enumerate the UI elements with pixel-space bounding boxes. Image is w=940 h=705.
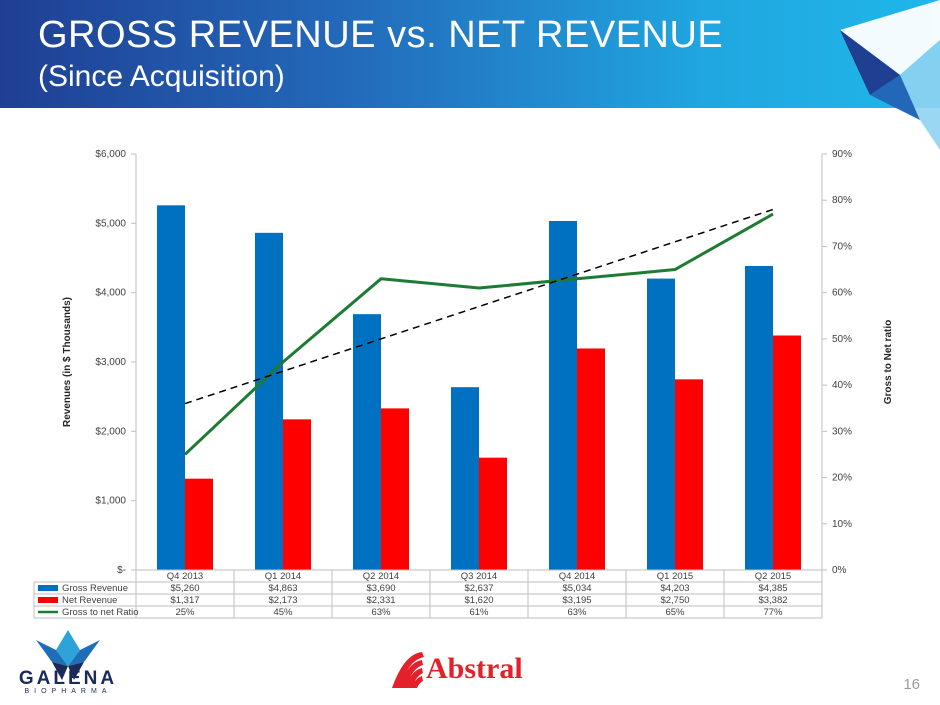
data-label: $1,620: [464, 595, 493, 606]
galena-logo-tagline: BIOPHARMA: [24, 688, 112, 695]
net-revenue-bar: [675, 379, 703, 570]
right-tick-label: 10%: [832, 519, 852, 530]
galena-logo-icon: [36, 630, 100, 680]
ratio-trendline: [184, 208, 774, 405]
category-label: Q4 2014: [559, 571, 595, 582]
right-tick-label: 80%: [832, 195, 852, 206]
data-label: $5,034: [562, 583, 591, 594]
net-revenue-bar: [479, 457, 507, 570]
data-label: 65%: [665, 607, 685, 618]
slide-title: GROSS REVENUE vs. NET REVENUE: [38, 14, 724, 56]
right-tick-label: 30%: [832, 426, 852, 437]
net-revenue-bar: [773, 335, 801, 570]
gross-revenue-bar: [745, 265, 773, 570]
legend-key-swatch: [38, 597, 58, 603]
data-label: $5,260: [170, 583, 199, 594]
galena-logo-text: GALENA: [18, 668, 118, 689]
left-tick-label: $5,000: [95, 218, 126, 229]
data-label: $2,750: [660, 595, 689, 606]
data-label: $2,173: [268, 595, 297, 606]
slide-subtitle: (Since Acquisition): [38, 60, 285, 93]
data-label: 45%: [273, 607, 293, 618]
right-tick-label: 40%: [832, 380, 852, 391]
category-label: Q3 2014: [461, 571, 497, 582]
category-label: Q2 2014: [363, 571, 399, 582]
data-label: 25%: [175, 607, 195, 618]
left-tick-label: $3,000: [95, 357, 126, 368]
gross-revenue-bar: [451, 387, 479, 570]
title-banner: [0, 0, 940, 108]
chart-lines: [183, 208, 774, 456]
category-label: Q1 2015: [657, 571, 693, 582]
data-label: 63%: [567, 607, 587, 618]
data-label: $3,382: [758, 595, 787, 606]
gross-revenue-bar: [157, 205, 185, 570]
right-tick-label: 0%: [832, 565, 847, 576]
gross-revenue-bar: [647, 278, 675, 570]
revenue-chart: $- $1,000 $2,000 $3,000 $4,000 $5,000 $6,000 0%…: [33, 149, 894, 619]
net-revenue-bar: [577, 348, 605, 570]
net-revenue-bar: [185, 478, 213, 570]
abstral-logo-text: Abstral: [426, 652, 523, 685]
right-tick-label: 20%: [832, 473, 852, 484]
category-label: Q4 2013: [167, 571, 203, 582]
legend-entry: Net Revenue: [62, 595, 117, 606]
gross-revenue-bar: [549, 220, 577, 570]
data-label: $1,317: [170, 595, 199, 606]
category-label: Q1 2014: [265, 571, 301, 582]
data-label: $3,195: [562, 595, 591, 606]
right-tick-label: 70%: [832, 241, 852, 252]
data-label: $4,385: [758, 583, 787, 594]
abstral-logo-icon: [392, 652, 424, 688]
data-label: $4,203: [660, 583, 689, 594]
right-tick-label: 60%: [832, 288, 852, 299]
data-label: $4,863: [268, 583, 297, 594]
left-tick-label: $4,000: [95, 288, 126, 299]
chart-bars: [157, 205, 801, 570]
data-label: 63%: [371, 607, 391, 618]
y-right-axis-title: Gross to Net ratio: [883, 320, 894, 404]
legend-key-swatch: [38, 585, 58, 591]
gross-revenue-bar: [255, 232, 283, 570]
category-label: Q2 2015: [755, 571, 791, 582]
gross-revenue-bar: [353, 314, 381, 570]
legend-entry: Gross to net Ratio: [62, 607, 139, 618]
y-left-axis-title: Revenues (in $ Thousands): [62, 297, 73, 427]
legend-entry: Gross Revenue: [62, 583, 128, 594]
data-label: $3,690: [366, 583, 395, 594]
left-tick-label: $6,000: [95, 149, 126, 160]
data-table: Q4 2013 Q1 2014 Q2 2014 Q3 2014 Q4 2014 Q1 20…: [33, 569, 823, 619]
left-tick-label: $2,000: [95, 426, 126, 437]
right-tick-label: 90%: [832, 149, 852, 160]
data-label: $2,637: [464, 583, 493, 594]
right-tick-label: 50%: [832, 334, 852, 345]
net-revenue-bar: [381, 408, 409, 570]
left-tick-label: $-: [117, 565, 126, 576]
star-logo-icon: [840, 0, 940, 150]
data-label: 77%: [763, 607, 783, 618]
net-revenue-bar: [283, 419, 311, 570]
page-number: 16: [903, 676, 920, 693]
left-tick-label: $1,000: [95, 496, 126, 507]
data-label: 61%: [469, 607, 489, 618]
data-label: $2,331: [366, 595, 395, 606]
